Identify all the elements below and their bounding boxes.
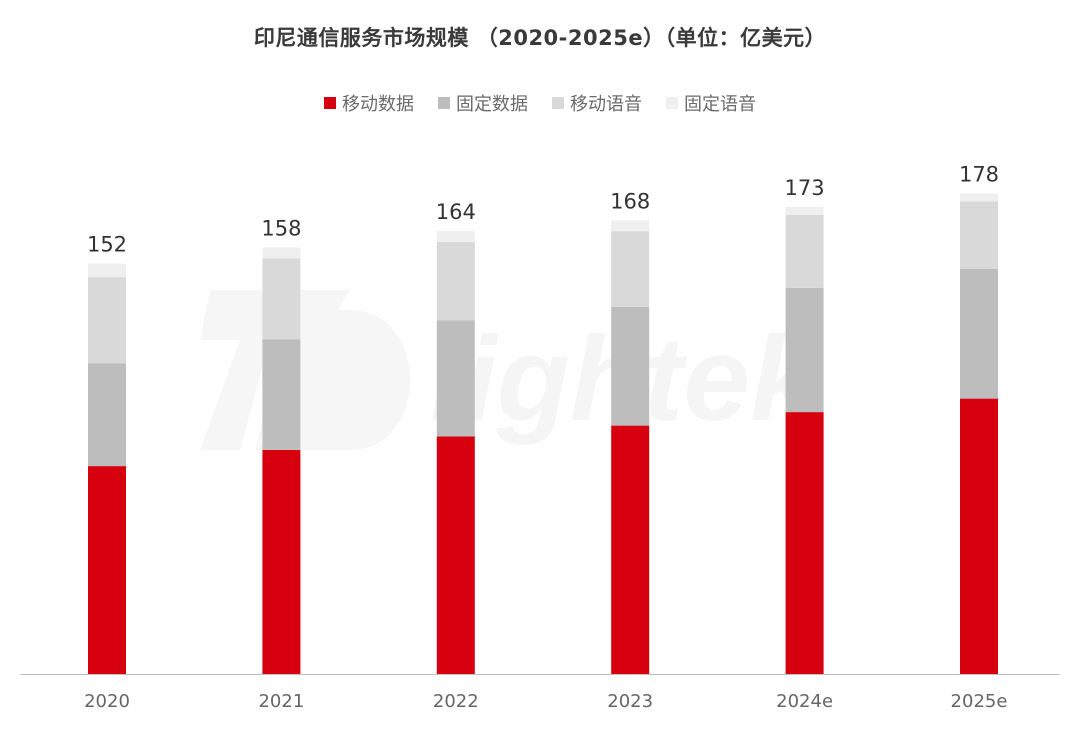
bar-segment-mobile-data-2023	[611, 425, 650, 674]
bar-segment-mobile-voice-2023	[611, 231, 650, 307]
legend-item-mobile-voice: 移动语音	[552, 90, 642, 116]
bar-segment-fixed-data-2025e	[960, 269, 998, 399]
x-tick-label-2020: 2020	[84, 691, 130, 712]
bar-segment-fixed-data-2021	[262, 339, 301, 450]
bar-segment-mobile-voice-2022	[436, 242, 475, 321]
bar-segment-fixed-voice-2021	[262, 247, 301, 259]
bar-segment-fixed-data-2024e	[785, 287, 824, 413]
bar-segment-mobile-voice-2025e	[960, 201, 998, 269]
chart-title: 印尼通信服务市场规模 （2020-2025e）（单位：亿美元）	[253, 26, 827, 50]
total-label-2024e: 173	[785, 176, 825, 200]
bar-segment-mobile-data-2020	[88, 466, 126, 674]
bar-segment-fixed-voice-2022	[436, 231, 475, 242]
x-tick-label-2021: 2021	[258, 691, 304, 712]
bar-segment-mobile-data-2025e	[960, 398, 998, 674]
legend-label-mobile-data: 移动数据	[342, 94, 414, 115]
x-tick-label-2022: 2022	[433, 691, 479, 712]
bar-segment-mobile-voice-2020	[88, 277, 126, 364]
legend-swatch-mobile-data	[324, 97, 336, 109]
bar-segment-mobile-voice-2021	[262, 258, 301, 340]
total-label-2022: 164	[436, 200, 476, 224]
bar-segment-fixed-voice-2020	[88, 263, 126, 278]
legend-item-fixed-data: 固定数据	[438, 90, 528, 116]
bar-segment-fixed-data-2020	[88, 363, 126, 467]
legend-swatch-mobile-voice	[552, 97, 564, 109]
bar-segment-mobile-data-2024e	[785, 412, 824, 674]
x-tick-label-2024e: 2024e	[776, 691, 833, 712]
total-label-2020: 152	[87, 233, 127, 257]
legend-label-fixed-data: 固定数据	[456, 94, 528, 115]
total-label-2021: 158	[261, 216, 301, 240]
bar-segment-fixed-voice-2024e	[785, 206, 824, 215]
legend-item-mobile-data: 移动数据	[324, 90, 414, 116]
bar-segment-fixed-data-2022	[436, 320, 475, 437]
total-label-2025e: 178	[959, 162, 999, 186]
bar-segment-mobile-data-2021	[262, 449, 301, 674]
bar-segment-fixed-data-2023	[611, 306, 650, 426]
x-tick-label-2025e: 2025e	[951, 691, 1008, 712]
legend-swatch-fixed-voice	[666, 97, 678, 109]
legend-swatch-fixed-data	[438, 97, 450, 109]
legend-item-fixed-voice: 固定语音	[666, 90, 756, 116]
bar-segment-fixed-voice-2025e	[960, 193, 998, 202]
bar-segment-mobile-data-2022	[436, 436, 475, 674]
legend-label-mobile-voice: 移动语音	[570, 94, 642, 115]
legend: 移动数据 固定数据 移动语音 固定语音	[0, 90, 1080, 116]
bar-segment-fixed-voice-2023	[611, 220, 650, 232]
x-tick-label-2023: 2023	[607, 691, 653, 712]
total-label-2023: 168	[610, 189, 650, 213]
bar-segment-mobile-voice-2024e	[785, 215, 824, 288]
legend-label-fixed-voice: 固定语音	[684, 94, 756, 115]
